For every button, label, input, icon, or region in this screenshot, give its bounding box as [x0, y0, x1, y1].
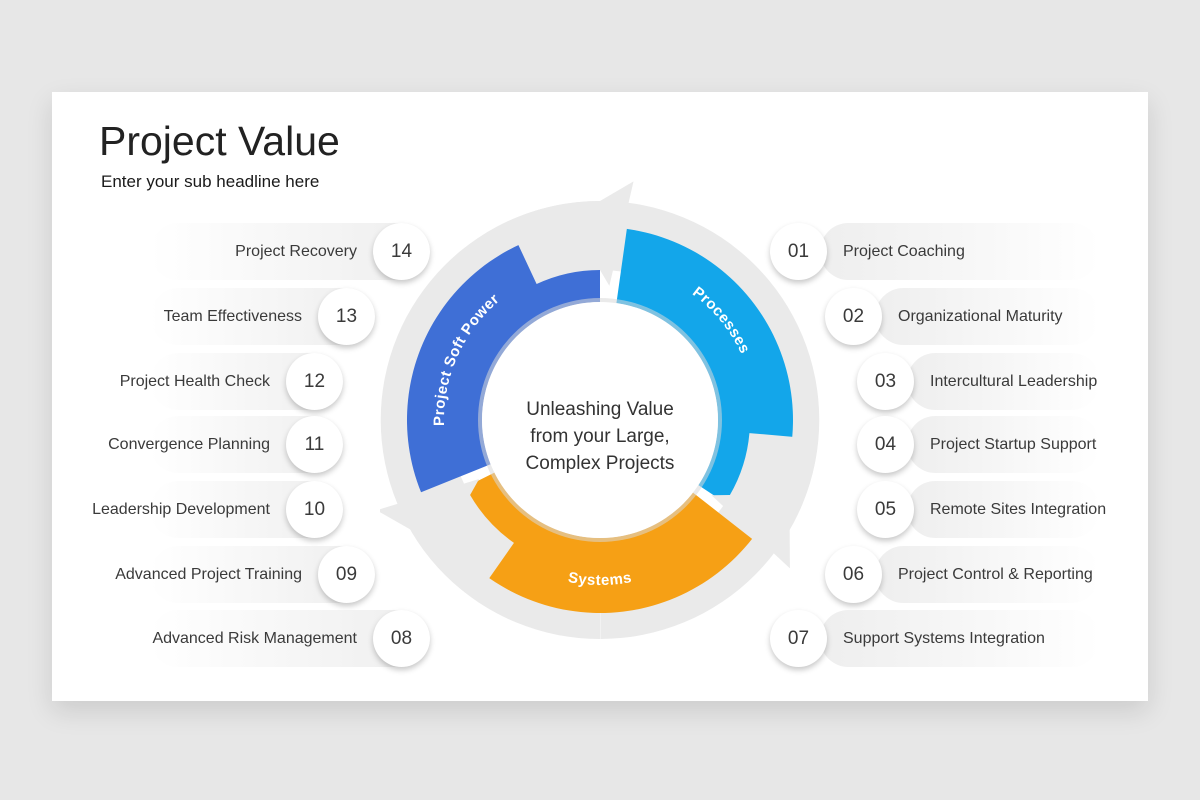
- svg-text:Systems: Systems: [567, 569, 633, 589]
- svg-text:Complex Projects: Complex Projects: [526, 453, 675, 474]
- svg-text:from your Large,: from your Large,: [530, 426, 669, 447]
- svg-text:Unleashing Value: Unleashing Value: [526, 399, 674, 420]
